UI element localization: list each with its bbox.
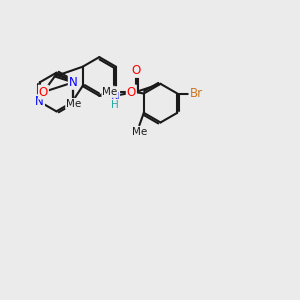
- Text: N: N: [35, 95, 44, 108]
- Text: Br: Br: [189, 87, 203, 100]
- Text: O: O: [131, 64, 141, 77]
- Text: Me: Me: [132, 127, 147, 137]
- Text: O: O: [39, 85, 48, 98]
- Text: N: N: [69, 76, 77, 89]
- Text: N: N: [110, 91, 119, 104]
- Text: Me: Me: [66, 99, 81, 109]
- Text: Me: Me: [102, 87, 118, 97]
- Text: H: H: [111, 100, 118, 110]
- Text: O: O: [127, 85, 136, 98]
